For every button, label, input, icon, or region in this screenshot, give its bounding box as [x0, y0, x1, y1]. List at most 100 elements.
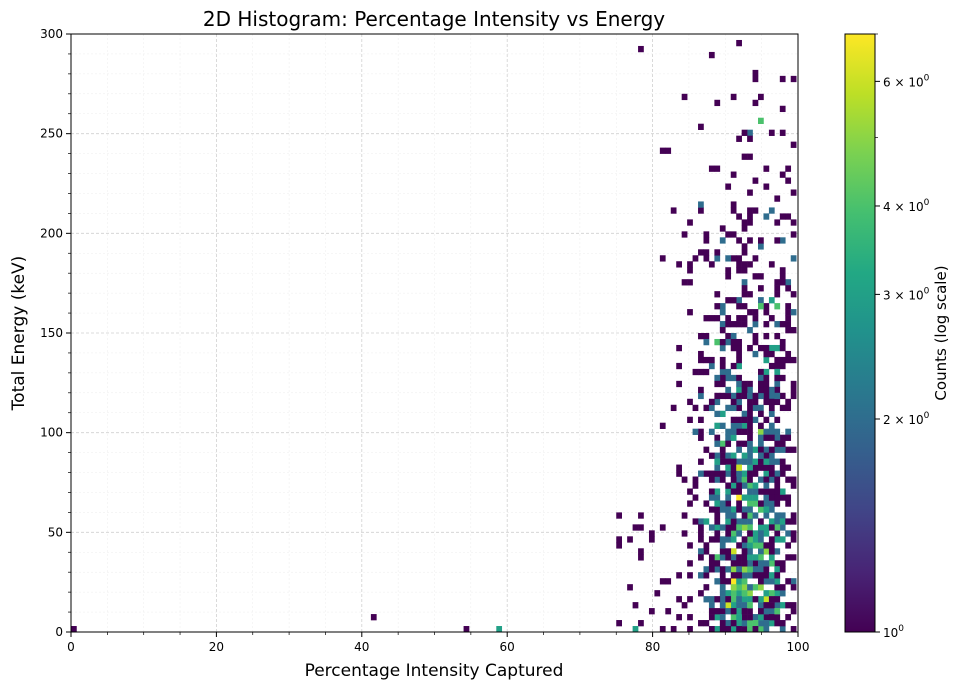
histogram-cell: [763, 482, 770, 489]
histogram-cell: [785, 398, 792, 406]
x-tick-label: 100: [787, 640, 810, 654]
histogram-cell: [730, 482, 737, 489]
histogram-cell: [768, 608, 775, 615]
histogram-cell: [725, 500, 732, 507]
histogram-cell: [747, 344, 753, 352]
histogram-cell: [730, 536, 737, 543]
histogram-cell: [747, 237, 753, 244]
histogram-cell: [774, 590, 781, 597]
histogram-cell: [768, 560, 775, 567]
histogram-cell: [747, 596, 753, 603]
histogram-cell: [747, 392, 753, 400]
histogram-cell: [747, 428, 753, 435]
histogram-cell: [719, 362, 726, 370]
histogram-cell: [790, 219, 797, 226]
histogram-cell: [741, 590, 748, 597]
histogram-cell: [736, 350, 742, 358]
histogram-cell: [747, 512, 753, 519]
histogram-cell: [768, 350, 775, 358]
histogram-cell: [779, 279, 786, 286]
y-tick-label: 150: [40, 326, 63, 340]
histogram-cell: [714, 338, 721, 346]
histogram-cell: [763, 578, 770, 585]
histogram-cell: [703, 231, 710, 238]
histogram-cell: [698, 548, 704, 555]
histogram-cell: [670, 626, 677, 633]
histogram-cell: [785, 356, 792, 364]
histogram-cell: [752, 620, 759, 627]
histogram-cell: [768, 524, 775, 531]
histogram-cell: [719, 524, 726, 531]
histogram-cell: [714, 410, 721, 418]
histogram-cell: [763, 608, 770, 615]
histogram-cell: [725, 255, 732, 262]
histogram-cell: [719, 237, 726, 244]
histogram-cell: [741, 506, 748, 513]
histogram-cell: [747, 261, 753, 268]
histogram-cell: [758, 584, 764, 591]
histogram-cell: [616, 536, 622, 543]
histogram-cell: [736, 135, 742, 142]
histogram-cell: [741, 476, 748, 483]
histogram-cell: [747, 560, 753, 567]
histogram-cell: [616, 542, 622, 549]
histogram-cell: [725, 512, 732, 519]
histogram-cell: [747, 548, 753, 555]
histogram-cell: [665, 578, 672, 585]
histogram-cell: [714, 500, 721, 507]
histogram-cell: [768, 518, 775, 525]
histogram-cell: [736, 440, 742, 447]
histogram-cell: [730, 464, 737, 471]
histogram-cell: [763, 356, 770, 364]
histogram-cell: [687, 626, 693, 633]
histogram-cell: [659, 578, 666, 585]
histogram-cell: [752, 416, 759, 423]
histogram-cell: [741, 566, 748, 573]
histogram-cell: [703, 446, 710, 453]
histogram-cell: [763, 572, 770, 579]
histogram-cell: [768, 362, 775, 370]
histogram-cell: [763, 213, 770, 220]
histogram-cell: [714, 374, 721, 382]
histogram-cell: [779, 518, 786, 525]
histogram-cell: [681, 476, 688, 483]
histogram-cell: [747, 213, 753, 220]
histogram-cell: [758, 542, 764, 549]
histogram-cell: [790, 482, 797, 489]
histogram-cell: [763, 488, 770, 495]
histogram-cell: [725, 482, 732, 489]
histogram-cell: [719, 392, 726, 400]
histogram-cell: [714, 99, 721, 107]
histogram-cell: [747, 129, 753, 136]
histogram-cell: [758, 500, 764, 507]
histogram-cell: [741, 548, 748, 555]
histogram-cell: [763, 494, 770, 501]
histogram-cell: [790, 291, 797, 298]
histogram-cell: [736, 626, 742, 633]
histogram-cell: [763, 380, 770, 388]
histogram-cell: [719, 303, 726, 310]
histogram-cell: [768, 404, 775, 412]
histogram-cell: [736, 560, 742, 567]
histogram-cell: [708, 506, 715, 513]
histogram-cell: [708, 614, 715, 621]
histogram-cell: [741, 279, 748, 286]
histogram-cell: [779, 321, 786, 328]
histogram-cell: [736, 518, 742, 525]
histogram-cell: [779, 602, 786, 609]
histogram-cell: [763, 590, 770, 597]
histogram-cell: [730, 255, 737, 262]
histogram-cell: [779, 213, 786, 220]
histogram-cell: [758, 410, 764, 418]
histogram-cell: [714, 434, 721, 441]
histogram-cell: [681, 602, 688, 609]
histogram-cell: [730, 506, 737, 513]
histogram-cell: [736, 554, 742, 561]
histogram-cell: [714, 506, 721, 513]
histogram-cell: [774, 380, 781, 388]
histogram-cell: [730, 590, 737, 597]
histogram-cell: [719, 309, 726, 316]
histogram-cell: [725, 488, 732, 495]
histogram-cell: [774, 548, 781, 555]
histogram-cell: [719, 548, 726, 555]
